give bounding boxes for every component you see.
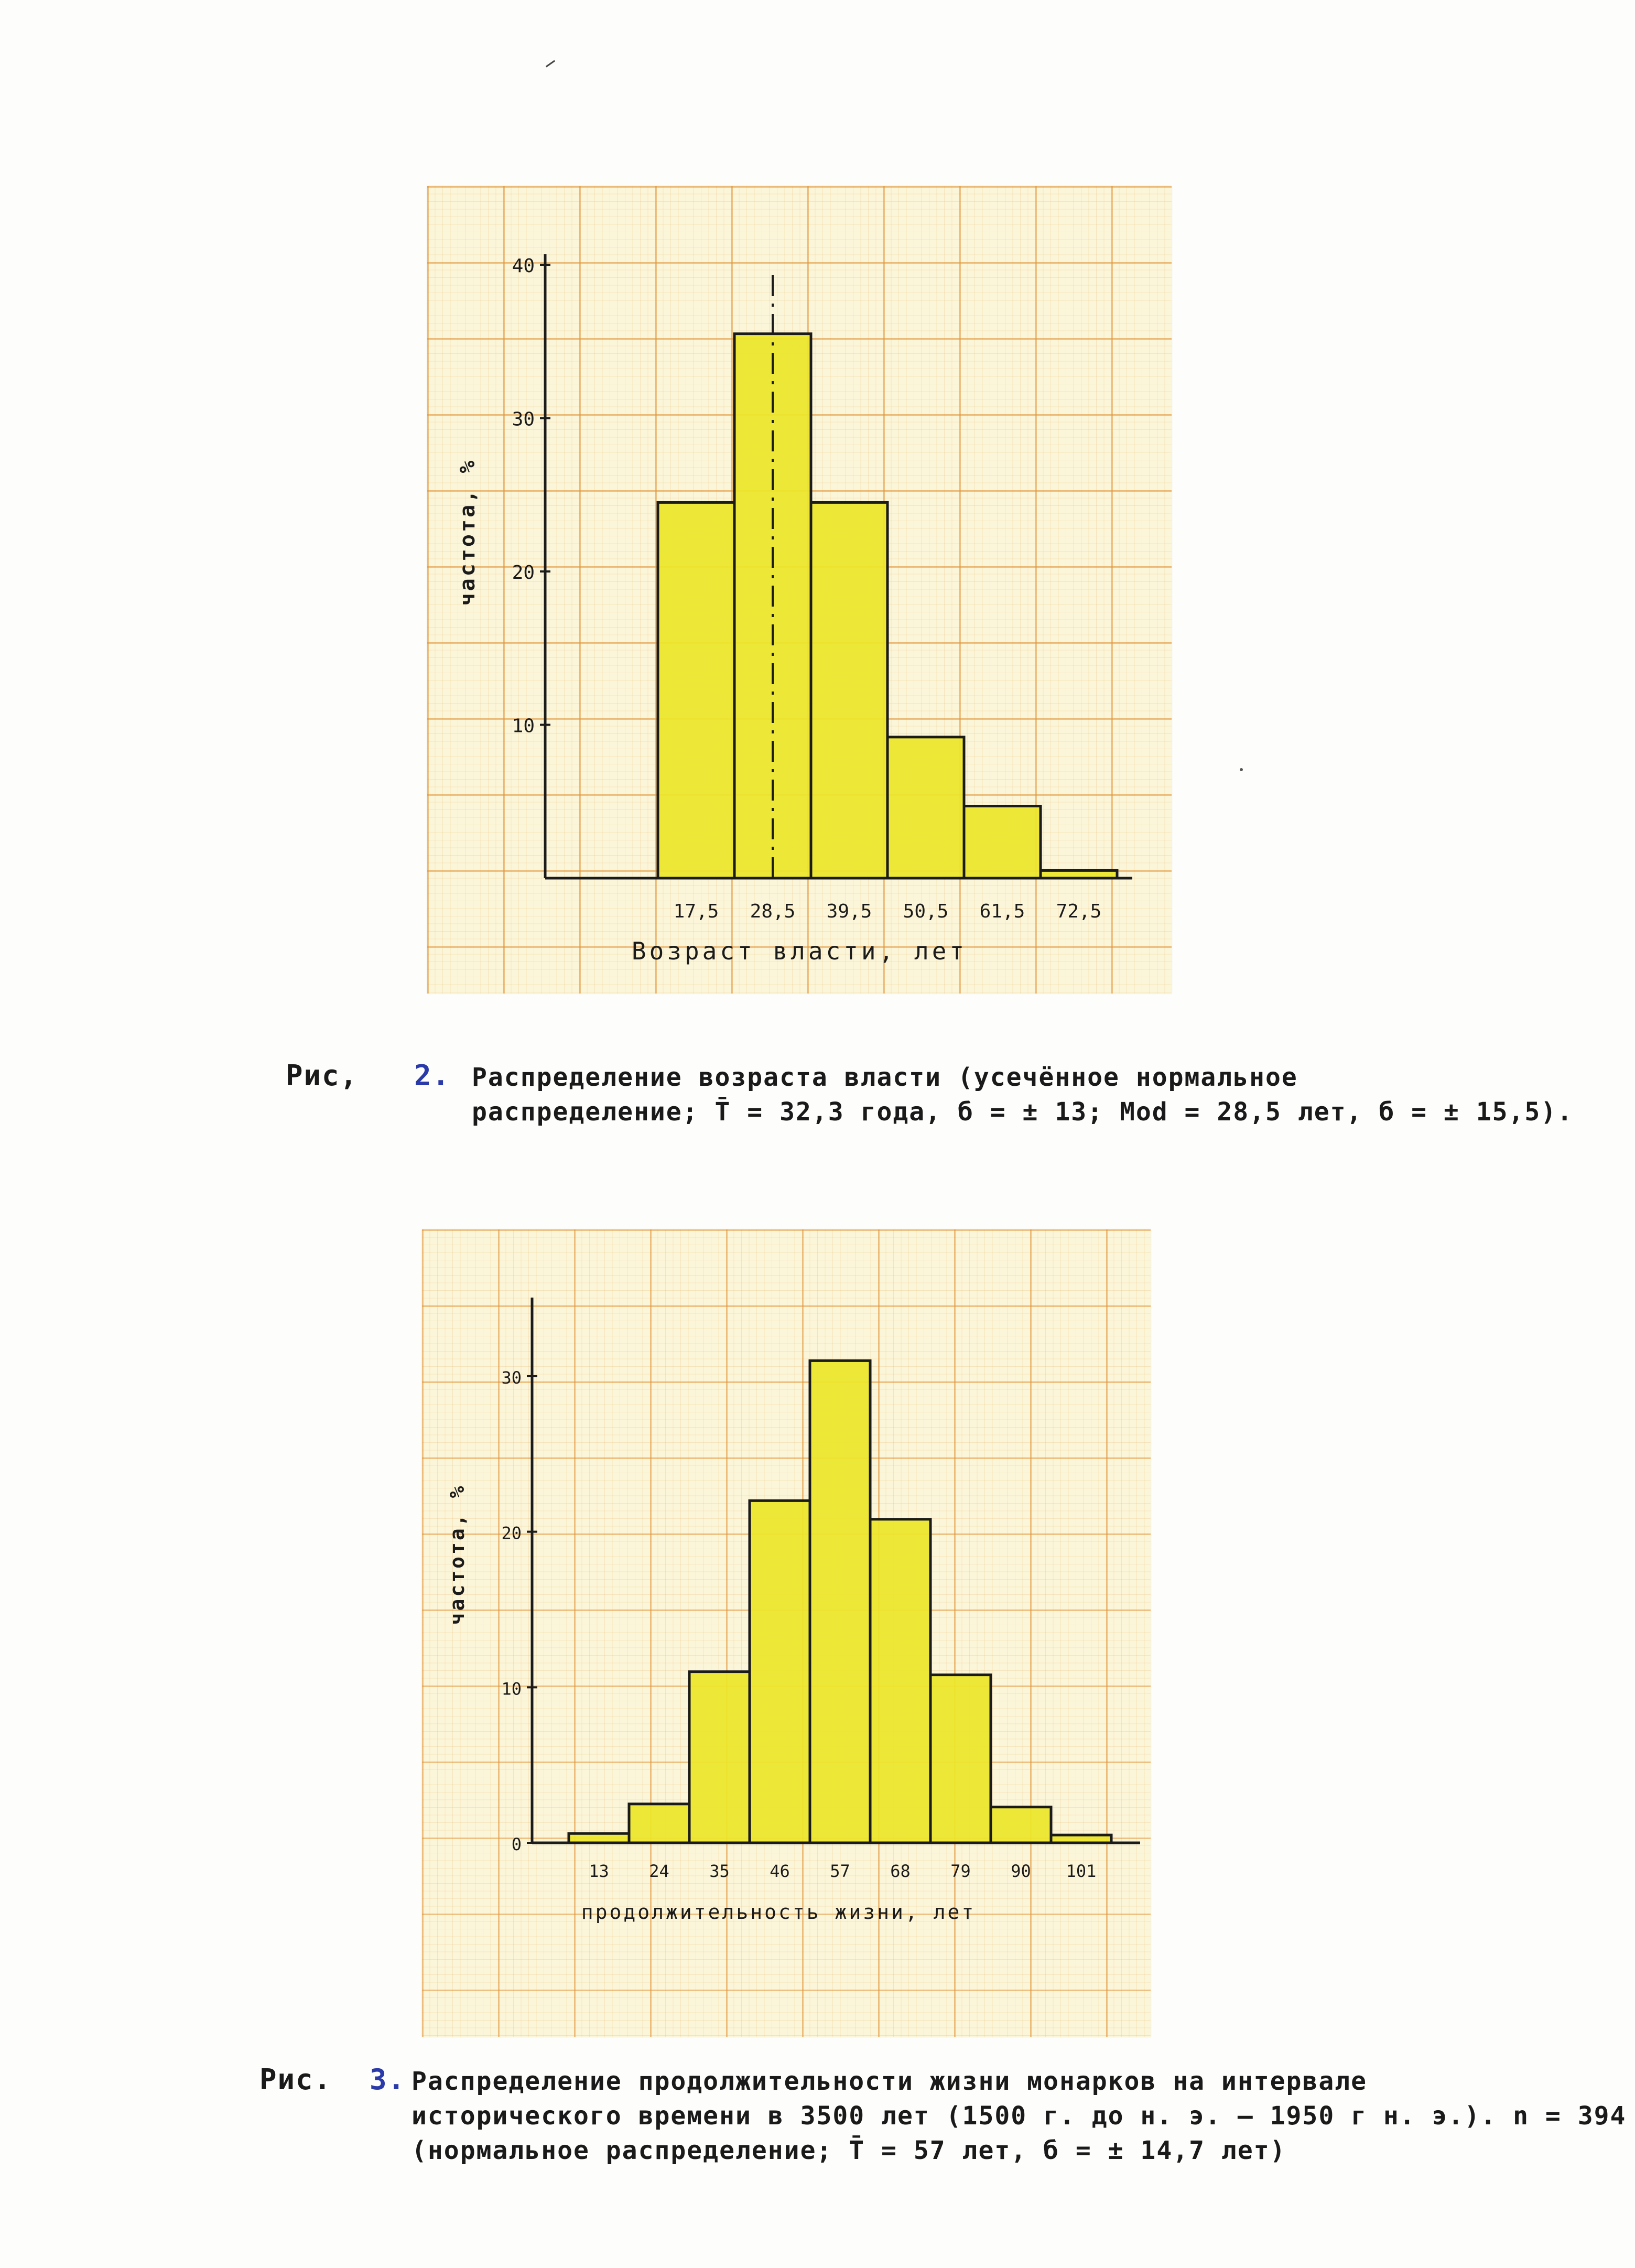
bar-fill xyxy=(629,1803,689,1843)
y-tick-label: 30 xyxy=(512,409,535,430)
x-tick-label: 28,5 xyxy=(750,901,796,922)
bar-13 xyxy=(567,1832,631,1843)
bar-fill xyxy=(887,737,964,878)
bar-fill xyxy=(811,502,887,878)
x-tick-label: 72,5 xyxy=(1056,901,1102,922)
bar-fill xyxy=(1051,1835,1111,1843)
x-tick-label: 17,5 xyxy=(674,901,719,922)
caption-text: Распределение продолжительности жизни мо… xyxy=(412,2064,1626,2168)
figure-label: Рис, xyxy=(286,1059,359,1092)
y-tick-label: 10 xyxy=(512,716,535,737)
pen-mark xyxy=(545,60,556,68)
y-tick-label: 30 xyxy=(501,1368,522,1388)
bar-fill xyxy=(930,1675,991,1843)
bar-79 xyxy=(929,1673,992,1843)
y-axis-label: частота, % xyxy=(446,1484,469,1625)
bar-17,5 xyxy=(656,501,736,878)
bar-24 xyxy=(627,1802,691,1843)
figure-label: Рис. xyxy=(259,2063,332,2096)
bar-outline xyxy=(962,805,1042,878)
bar-fill xyxy=(569,1833,629,1843)
caption-line: (нормальное распределение; T̄ = 57 лет, … xyxy=(412,2136,1286,2165)
x-tick-label: 61,5 xyxy=(980,901,1025,922)
caption-line: исторического времени в 3500 лет (1500 г… xyxy=(412,2101,1627,2131)
y-tick-label: 20 xyxy=(512,562,535,584)
bar-outline xyxy=(1049,1833,1113,1843)
bar-72,5 xyxy=(1039,869,1119,878)
caption-text: Распределение возраста власти (усечённое… xyxy=(472,1060,1573,1129)
caption-line: Распределение продолжительности жизни мо… xyxy=(412,2067,1368,2096)
bar-fill xyxy=(658,502,734,878)
graph-paper-figure-2: 10 20 30 40 17,5 28,5 39,5 50,5 61,5 72,5 Возрас… xyxy=(427,186,1172,993)
x-tick-label: 57 xyxy=(830,1861,850,1881)
caption-figure-3: Рис. 3. Распределение продолжительности … xyxy=(259,2063,1625,2184)
caption-figure-2: Рис, 2. Распределение возраста власти (у… xyxy=(286,1059,1572,1143)
bar-35 xyxy=(688,1670,751,1843)
x-tick-label: 50,5 xyxy=(903,901,949,922)
bar-outline xyxy=(989,1806,1053,1843)
histogram-reign-age: 10 20 30 40 17,5 28,5 39,5 50,5 61,5 72,5 Возрас… xyxy=(456,254,1132,965)
x-tick-label: 13 xyxy=(589,1861,609,1881)
bar-fill xyxy=(991,1807,1051,1843)
y-tick-label: 40 xyxy=(512,255,535,277)
bar-fill xyxy=(810,1360,870,1843)
x-tick-label: 24 xyxy=(649,1861,669,1881)
y-tick-label: 0 xyxy=(512,1834,522,1854)
bar-outline xyxy=(809,501,889,878)
figure-number: 2. xyxy=(414,1059,451,1092)
bar-outline xyxy=(1039,869,1119,878)
x-tick-label: 35 xyxy=(709,1861,730,1881)
x-tick-label: 101 xyxy=(1066,1861,1097,1881)
bar-outline xyxy=(929,1673,992,1843)
y-axis-label: частота, % xyxy=(456,459,480,606)
x-tick-label: 90 xyxy=(1011,1861,1031,1881)
x-tick-label: 39,5 xyxy=(827,901,872,922)
bar-57 xyxy=(808,1359,872,1843)
bar-68 xyxy=(869,1518,932,1843)
bar-90 xyxy=(989,1806,1053,1843)
bar-fill xyxy=(689,1671,750,1843)
graph-paper-figure-3: 0 10 20 30 13 24 35 46 57 68 79 90 101 продолжитель… xyxy=(422,1229,1151,2037)
histogram-lifespan: 0 10 20 30 13 24 35 46 57 68 79 90 101 продолжитель… xyxy=(446,1298,1140,1924)
caption-line: Распределение возраста власти (усечённое… xyxy=(472,1063,1298,1092)
bar-50,5 xyxy=(886,736,966,878)
x-axis-label: продолжительность жизни, лет xyxy=(581,1900,976,1924)
bar-61,5 xyxy=(962,805,1042,878)
figure-number: 3. xyxy=(370,2063,406,2096)
x-tick-label: 79 xyxy=(950,1861,971,1881)
x-tick-label: 68 xyxy=(890,1861,911,1881)
x-tick-label: 46 xyxy=(770,1861,790,1881)
bar-46 xyxy=(748,1499,811,1843)
bar-fill xyxy=(750,1500,810,1843)
bar-39,5 xyxy=(809,501,889,878)
caption-line: распределение; T̄ = 32,3 года, б = ± 13;… xyxy=(472,1097,1574,1127)
bar-fill xyxy=(870,1519,930,1843)
bar-101 xyxy=(1049,1833,1113,1843)
bar-fill xyxy=(1041,870,1117,878)
y-tick-label: 20 xyxy=(501,1524,522,1543)
bar-fill xyxy=(964,806,1041,878)
x-axis-label: Возраст власти, лет xyxy=(632,937,967,965)
pen-dot xyxy=(1240,768,1243,771)
y-tick-label: 10 xyxy=(501,1679,522,1699)
